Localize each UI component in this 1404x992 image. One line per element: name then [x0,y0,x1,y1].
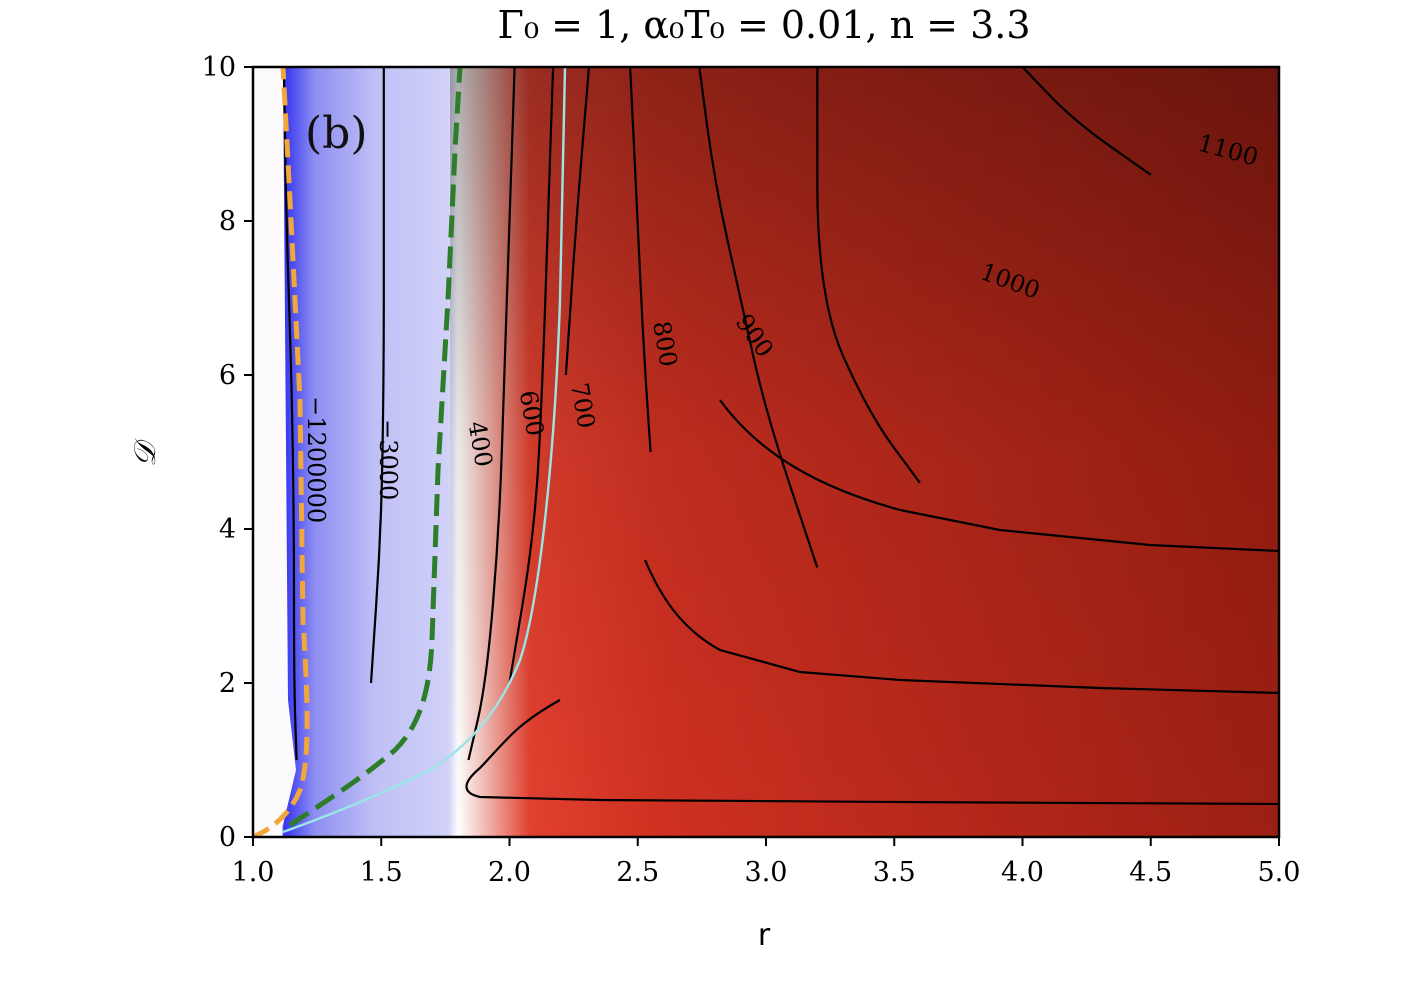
orange-dashed-boundary [253,67,310,837]
y-tick-label: 6 [219,360,236,391]
x-tick-label: 1.0 [232,857,275,888]
x-tick-label: 3.0 [745,857,788,888]
lower-contour-600 [643,559,1279,695]
x-tick-label: 2.5 [616,857,659,888]
y-tick-label: 2 [219,668,236,699]
contour-label: −1200000 [302,396,330,523]
contour-line-400 [467,67,516,761]
y-axis-ticks: 0 2 4 6 8 10 [202,52,253,853]
chart-title: Γ₀ = 1, α₀T₀ = 0.01, n = 3.3 [497,3,1030,47]
contour-line--3000 [369,67,385,684]
contour-line-800 [629,67,652,453]
contour-lines [282,67,1152,761]
panel-label: (b) [305,108,368,159]
x-tick-label: 1.5 [360,857,403,888]
lower-contour-400 [465,699,1279,806]
contour-line-1100 [1021,67,1152,176]
contour-label: −3000 [374,419,402,500]
contour-line--1200000 [282,67,298,761]
x-axis-ticks: 1.0 1.5 2.0 2.5 3.0 3.5 4.0 4.5 5.0 [232,837,1301,888]
contour-line-1000 [816,67,921,484]
x-tick-label: 4.0 [1001,857,1044,888]
heatmap-horizontal-shade [450,67,1279,837]
lower-contour-700 [719,399,1279,553]
x-axis-label: r [758,918,771,953]
x-tick-label: 4.5 [1129,857,1172,888]
left-white-region [253,67,296,837]
x-tick-label: 5.0 [1258,857,1301,888]
y-axis-label: 𝒟 [128,438,163,467]
contour-line-900 [698,67,819,568]
cyan-contour [282,67,567,834]
x-tick-label: 2.0 [488,857,531,888]
y-tick-label: 0 [219,822,236,853]
y-tick-label: 10 [202,52,236,83]
x-tick-label: 3.5 [873,857,916,888]
y-tick-label: 4 [219,514,236,545]
contour-line-600 [508,67,555,684]
contour-line-700 [564,67,591,376]
green-dashed-boundary [288,67,463,828]
y-tick-label: 8 [219,206,236,237]
